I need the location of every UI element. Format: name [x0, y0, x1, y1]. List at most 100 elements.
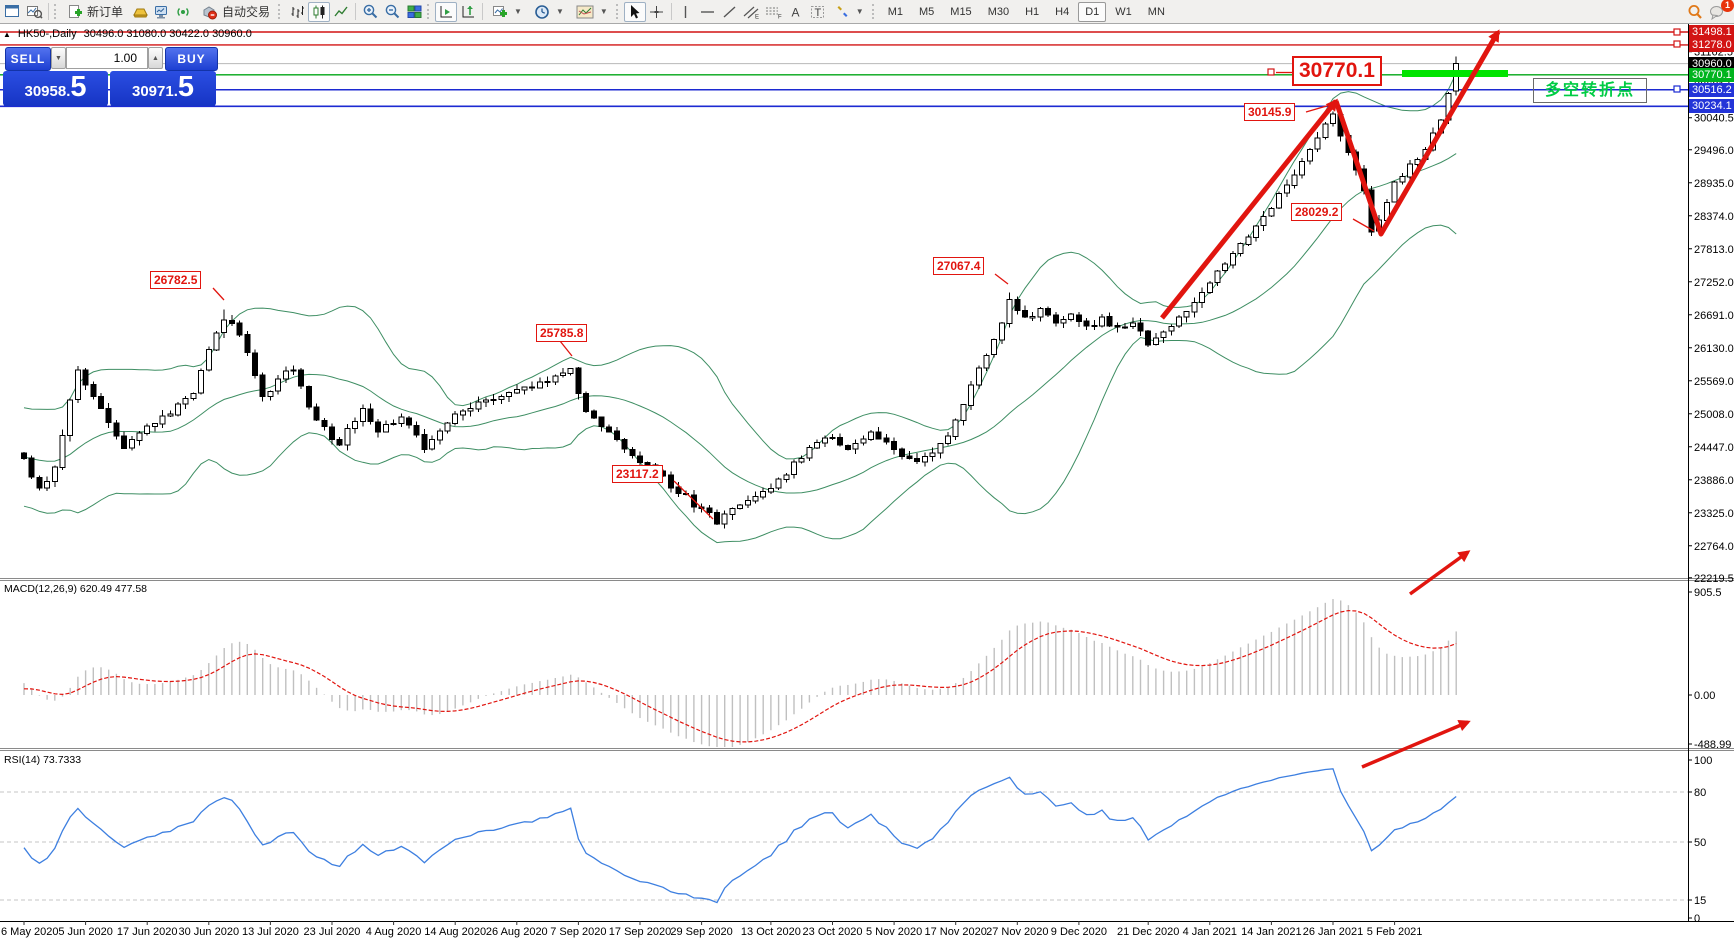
trendline-button[interactable]	[719, 2, 741, 22]
candlestick-button[interactable]	[308, 1, 331, 22]
timeframe-h1[interactable]: H1	[1025, 5, 1040, 18]
price-callout[interactable]: 26782.5	[150, 271, 202, 289]
buy-price-display[interactable]: 30971. 5	[110, 71, 216, 106]
line-chart-button[interactable]	[330, 2, 352, 22]
svg-text:5 Nov 2020: 5 Nov 2020	[866, 926, 922, 938]
toolbar-grip	[427, 4, 431, 19]
fibonacci-button[interactable]: F	[763, 2, 785, 22]
crosshair-button[interactable]	[646, 2, 668, 22]
price-callout[interactable]: 23117.2	[612, 465, 663, 483]
vertical-line-button[interactable]	[675, 2, 697, 22]
toolbar-separator	[482, 3, 484, 20]
key-level-callout[interactable]: 30770.1	[1292, 56, 1382, 86]
svg-text:14 Aug 2020: 14 Aug 2020	[424, 926, 486, 938]
zoom-out-button[interactable]	[381, 2, 403, 22]
price-callout[interactable]: 28029.2	[1291, 203, 1343, 221]
svg-text:0.00: 0.00	[1694, 690, 1715, 702]
toolbar-grip	[54, 4, 58, 19]
chart-symbol-period: HK50-,Daily	[17, 28, 77, 40]
timeframe-h4[interactable]: H4	[1055, 5, 1070, 18]
timeframe-m5[interactable]: M5	[919, 5, 935, 18]
svg-text:23 Jul 2020: 23 Jul 2020	[304, 926, 361, 938]
arrows-icon	[837, 6, 848, 17]
arrows-button[interactable]: ▼	[829, 2, 870, 22]
svg-text:6 May 2020: 6 May 2020	[1, 926, 58, 938]
svg-text:30 Jun 2020: 30 Jun 2020	[179, 926, 240, 938]
timeframe-m15[interactable]: M15	[950, 5, 972, 18]
equidistant-channel-button[interactable]: E	[741, 2, 763, 22]
auto-trading-icon	[203, 5, 218, 19]
tile-windows-button[interactable]	[403, 2, 425, 22]
chart-shift-button[interactable]	[457, 2, 479, 22]
toolbar-separator	[670, 3, 672, 20]
svg-text:A: A	[792, 5, 800, 19]
new-order-label: 新订单	[87, 5, 124, 19]
auto-trading-button[interactable]: 自动交易	[195, 2, 276, 22]
macd-indicator-label: MACD(12,26,9) 620.49 477.58	[4, 583, 148, 595]
sell-price-display[interactable]: 30958. 5	[3, 71, 108, 106]
price-axis-badge: 31498.1	[1689, 25, 1734, 39]
horizontal-line-button[interactable]	[697, 2, 719, 22]
template-icon	[576, 5, 594, 18]
clock-icon	[535, 4, 549, 19]
search-icon[interactable]	[1684, 2, 1706, 22]
svg-text:80: 80	[1694, 787, 1706, 799]
volume-increase-button[interactable]: ▲	[148, 47, 163, 69]
notifications-button[interactable]: 1	[1706, 0, 1734, 22]
annotation-note-box[interactable]: 多空转折点	[1533, 78, 1647, 103]
chart-title: ▲ HK50-,Daily 30496.0 31080.0 30422.0 30…	[3, 28, 252, 40]
price-axis-badge: 30960.0	[1689, 57, 1734, 71]
cursor-button[interactable]	[623, 1, 646, 22]
svg-text:0: 0	[1694, 913, 1700, 925]
svg-text:28935.0: 28935.0	[1694, 178, 1734, 190]
timeframe-mn[interactable]: MN	[1147, 5, 1165, 18]
bar-chart-button[interactable]	[286, 2, 308, 22]
timeframe-w1[interactable]: W1	[1115, 5, 1132, 18]
chart-ohlc-values: 30496.0 31080.0 30422.0 30960.0	[83, 28, 252, 40]
indicators-button[interactable]: ▼	[486, 2, 528, 22]
new-order-icon	[69, 4, 82, 18]
templates-button[interactable]: ▼	[570, 2, 614, 22]
price-axis-badge: 30234.1	[1689, 99, 1734, 113]
svg-text:17 Jun 2020: 17 Jun 2020	[117, 926, 178, 938]
market-button[interactable]	[129, 2, 151, 22]
hosting-button[interactable]	[151, 2, 173, 22]
svg-text:F: F	[778, 14, 782, 20]
svg-text:26 Jan 2021: 26 Jan 2021	[1303, 926, 1364, 938]
signals-button[interactable]	[173, 2, 195, 22]
svg-text:14 Jan 2021: 14 Jan 2021	[1241, 926, 1302, 938]
price-callout[interactable]: 27067.4	[933, 257, 985, 275]
notification-count-badge: 1	[1721, 0, 1734, 12]
price-callout[interactable]: 25785.8	[536, 324, 588, 342]
timeframe-d1[interactable]: D1	[1078, 1, 1107, 22]
timeframe-m30[interactable]: M30	[987, 5, 1010, 18]
tick-chart-button[interactable]	[23, 2, 45, 22]
zoom-in-button[interactable]	[359, 2, 381, 22]
sell-price-dot: .	[66, 83, 71, 100]
chart-marker-icon: ▲	[3, 29, 11, 39]
svg-text:22219.5: 22219.5	[1694, 573, 1734, 585]
text-label-button[interactable]: T	[807, 2, 829, 22]
price-callout[interactable]: 30145.9	[1244, 103, 1296, 121]
new-window-button[interactable]	[1, 2, 23, 22]
svg-text:30040.5: 30040.5	[1694, 113, 1734, 125]
periods-button[interactable]: ▼	[528, 2, 570, 22]
svg-text:23 Oct 2020: 23 Oct 2020	[803, 926, 863, 938]
svg-text:23325.0: 23325.0	[1694, 508, 1734, 520]
buy-button[interactable]: BUY	[165, 47, 218, 71]
timeframe-m1[interactable]: M1	[887, 5, 903, 18]
volume-input[interactable]	[66, 47, 148, 69]
svg-text:5 Feb 2021: 5 Feb 2021	[1367, 926, 1423, 938]
svg-text:29 Sep 2020: 29 Sep 2020	[670, 926, 732, 938]
svg-text:26 Aug 2020: 26 Aug 2020	[486, 926, 548, 938]
svg-text:26130.0: 26130.0	[1694, 343, 1734, 355]
sell-button[interactable]: SELL	[5, 47, 51, 71]
autoscroll-button[interactable]	[435, 1, 458, 22]
volume-decrease-button[interactable]: ▼	[51, 47, 66, 69]
buy-price-frac: 5	[177, 71, 195, 103]
new-order-button[interactable]: 新订单	[62, 2, 129, 22]
svg-text:13 Oct 2020: 13 Oct 2020	[741, 926, 801, 938]
text-button[interactable]: A	[785, 2, 807, 22]
svg-text:25569.0: 25569.0	[1694, 376, 1734, 388]
